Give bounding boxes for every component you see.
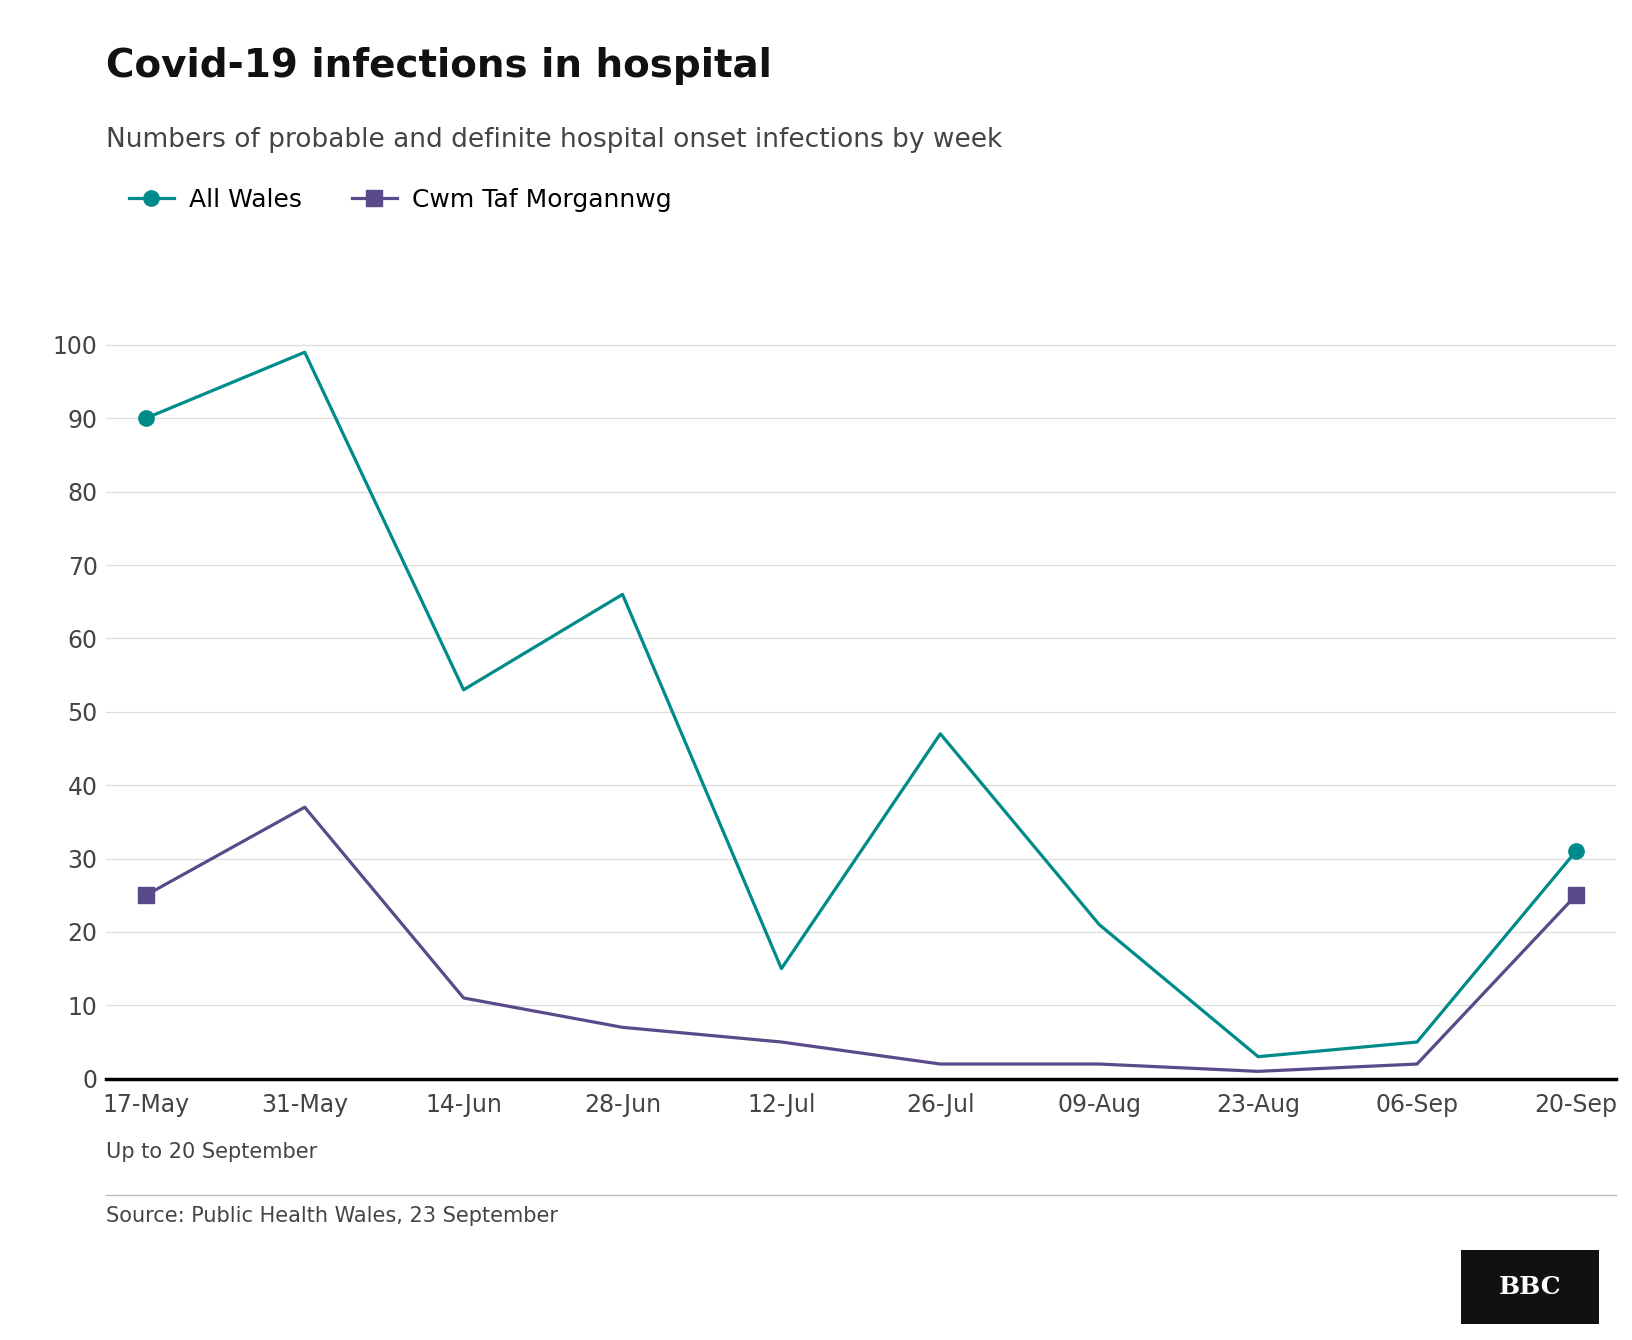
Text: Numbers of probable and definite hospital onset infections by week: Numbers of probable and definite hospita… xyxy=(106,127,1002,153)
Text: BBC: BBC xyxy=(1498,1276,1562,1298)
Legend: All Wales, Cwm Taf Morgannwg: All Wales, Cwm Taf Morgannwg xyxy=(119,178,681,222)
Text: Up to 20 September: Up to 20 September xyxy=(106,1142,317,1162)
Text: Covid-19 infections in hospital: Covid-19 infections in hospital xyxy=(106,47,772,84)
Text: Source: Public Health Wales, 23 September: Source: Public Health Wales, 23 Septembe… xyxy=(106,1206,558,1226)
